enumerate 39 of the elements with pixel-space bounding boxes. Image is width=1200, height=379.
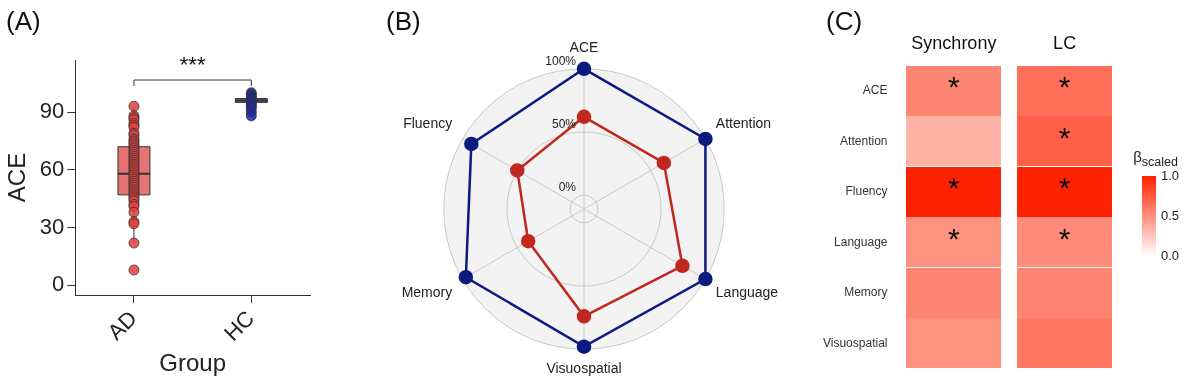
chart-title: (B) <box>386 6 421 37</box>
spoke-label: ACE <box>569 39 599 56</box>
y-tick-label: Memory <box>844 285 888 300</box>
color-bar-label: 1.0 <box>1161 167 1180 183</box>
data-label: * <box>1058 171 1071 205</box>
y-tick-label: 0% <box>558 180 577 195</box>
data-label: * <box>1058 70 1071 104</box>
y-tick-label: 60 <box>39 155 65 181</box>
y-tick-label: Language <box>834 234 888 249</box>
y-tick-label: 90 <box>39 98 65 124</box>
y-axis-title: ACE <box>3 152 31 203</box>
spoke-label: Fluency <box>403 115 453 132</box>
x-tick-label: AD <box>102 305 142 345</box>
x-axis-title: Group <box>159 349 226 377</box>
spoke-label: Language <box>715 284 779 301</box>
data-label: * <box>948 221 961 255</box>
data-label: * <box>1058 120 1071 154</box>
color-bar-label: 0.5 <box>1161 207 1180 223</box>
spoke-label: Attention <box>715 115 772 132</box>
y-tick-label: Attention <box>840 133 888 148</box>
y-tick-label: 50% <box>551 117 577 132</box>
chart-title: (C) <box>826 6 863 37</box>
y-tick-label: 0 <box>52 271 65 297</box>
chart-title: (A) <box>6 6 41 37</box>
spoke-label: Memory <box>401 284 453 301</box>
x-tick-label: HC <box>218 305 260 346</box>
data-label: * <box>948 171 961 205</box>
color-bar-title: β$_{scaled}$ <box>1133 148 1178 169</box>
y-tick-label: ACE <box>862 83 888 98</box>
y-tick-label: 100% <box>545 54 577 69</box>
x-tick-label: Synchrony <box>911 32 997 53</box>
annotation: *** <box>179 52 206 78</box>
x-tick-label: LC <box>1053 32 1077 53</box>
y-tick-label: 30 <box>39 213 65 239</box>
y-tick-label: Visuospatial <box>822 335 888 350</box>
color-bar-label: 0.0 <box>1161 247 1180 263</box>
y-tick-label: Fluency <box>845 184 888 199</box>
data-label: * <box>948 70 961 104</box>
data-label: * <box>1058 221 1071 255</box>
